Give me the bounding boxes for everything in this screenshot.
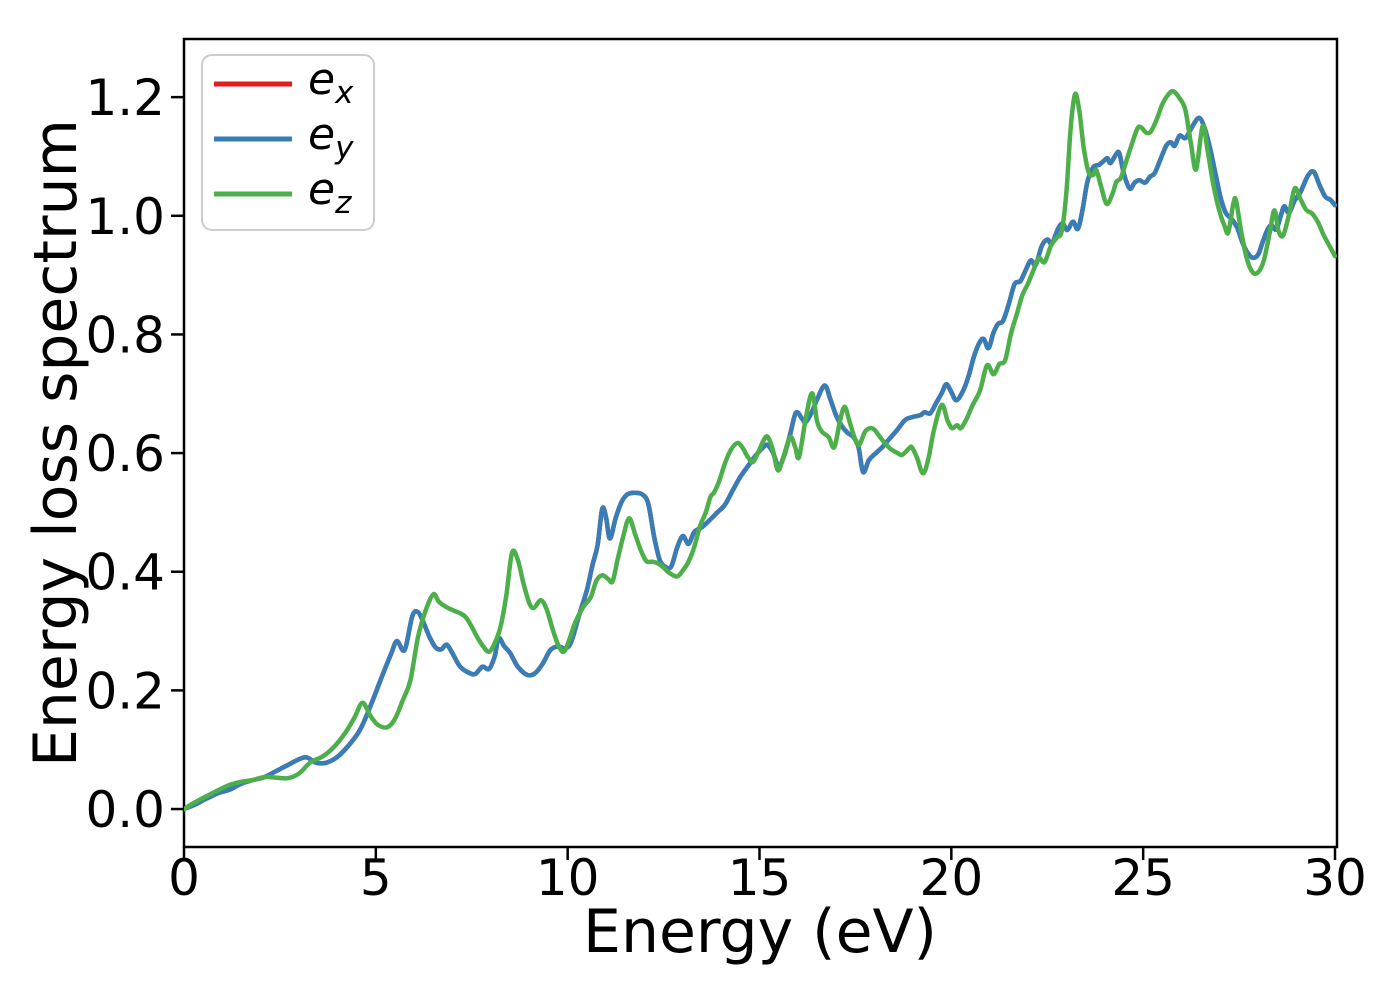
y-tick-label: 1.2	[85, 69, 165, 127]
y-tick-label: 0.8	[85, 306, 165, 364]
x-axis-label: Energy (eV)	[583, 897, 937, 967]
legend-box	[201, 54, 375, 231]
legend-label-sub-e_z: z	[334, 185, 352, 221]
y-axis-label: Energy loss spectrum	[21, 119, 91, 767]
legend-label-sub-e_y: y	[334, 130, 354, 166]
y-tick-label: 0.2	[85, 662, 165, 720]
x-axis-ticks: 0 5 10 15 20 25 30	[168, 847, 1367, 907]
x-tick-label: 0	[168, 849, 200, 907]
x-tick-label: 10	[536, 849, 600, 907]
y-tick-label: 0.6	[85, 425, 165, 483]
y-tick-label: 0.0	[85, 781, 165, 839]
y-tick-label: 1.0	[85, 188, 165, 246]
x-tick-label: 30	[1303, 849, 1367, 907]
x-tick-label: 15	[728, 849, 792, 907]
x-tick-label: 20	[920, 849, 984, 907]
x-tick-label: 25	[1111, 849, 1175, 907]
x-tick-label: 5	[360, 849, 392, 907]
plot-series	[184, 88, 1337, 812]
y-axis-ticks: 0.0 0.2 0.4 0.6 0.8 1.0 1.2	[85, 69, 184, 839]
series-line-e_y	[184, 115, 1337, 812]
legend-label-sub-e_x: x	[334, 75, 354, 111]
y-tick-label: 0.4	[85, 544, 165, 602]
series-line-e_z	[184, 88, 1337, 812]
